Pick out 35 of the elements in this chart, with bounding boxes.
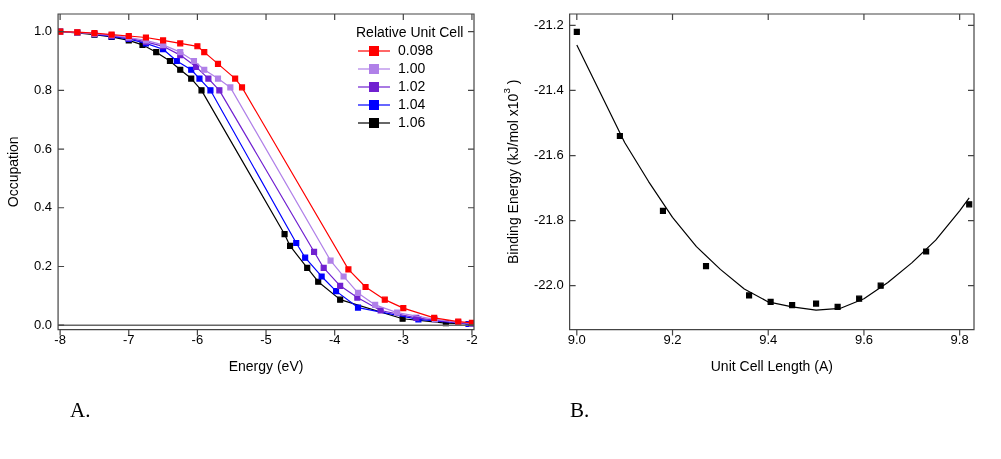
y-axis-title: Occupation <box>4 136 21 208</box>
x-tick-label: 9.4 <box>759 331 778 347</box>
legend-label: 1.04 <box>398 95 426 112</box>
legend-label: 1.00 <box>398 59 426 76</box>
y-tick-label: 0.0 <box>33 316 53 332</box>
x-tick-label: -7 <box>122 331 135 347</box>
y-tick-label: -21.4 <box>533 82 564 98</box>
y-axis-title: Binding Energy (kJ/mol x103 ) <box>501 79 521 265</box>
legend-label: 1.06 <box>398 113 426 130</box>
y-tick-label: 0.2 <box>33 258 53 274</box>
x-tick-label: -4 <box>328 331 341 347</box>
x-tick-label: -6 <box>191 331 204 347</box>
x-tick-label: 9.8 <box>950 331 969 347</box>
x-axis-title: Unit Cell Length (A) <box>710 358 833 375</box>
y-tick-label: -21.8 <box>533 212 564 228</box>
x-tick-label: 9.0 <box>567 331 586 347</box>
text: A. <box>70 398 91 423</box>
legend-title: Relative Unit Cell <box>356 23 464 40</box>
x-tick-label: -3 <box>397 331 410 347</box>
x-tick-label: 9.2 <box>663 331 682 347</box>
x-tick-label: -5 <box>260 331 272 347</box>
legend-label: 1.02 <box>398 77 426 94</box>
x-tick-label: -8 <box>54 331 66 347</box>
y-tick-label: -21.6 <box>533 147 564 163</box>
y-tick-label: 1.0 <box>33 23 53 39</box>
text: B. <box>570 398 590 423</box>
y-tick-label: -21.2 <box>533 16 564 32</box>
y-tick-label: 0.6 <box>33 140 53 156</box>
x-tick-label: 9.6 <box>854 331 873 347</box>
y-tick-label: 0.8 <box>33 81 53 97</box>
x-tick-label: -2 <box>466 331 478 347</box>
legend-label: 0.098 <box>398 41 434 58</box>
x-axis-title: Energy (eV) <box>228 358 304 375</box>
y-tick-label: 0.4 <box>33 199 53 215</box>
y-tick-label: -22.0 <box>533 277 564 293</box>
